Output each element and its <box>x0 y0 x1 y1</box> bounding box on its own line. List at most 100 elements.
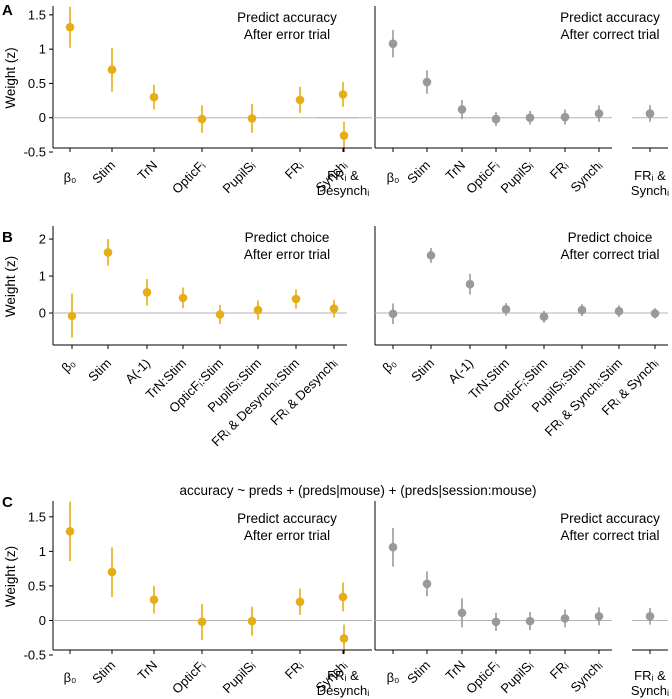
x-tick-label: OpticFᵢ <box>463 658 502 697</box>
x-tick-label: PupilSᵢ <box>219 158 258 197</box>
y-tick-label: -0.5 <box>24 648 46 663</box>
x-tick-label: A(-1) <box>445 356 476 387</box>
data-point <box>65 527 75 536</box>
extra-x-tick-label: FRᵢ & <box>327 668 359 683</box>
x-tick-label: β₀ <box>58 356 78 376</box>
x-tick-label: A(-1) <box>122 356 153 387</box>
extra-x-tick-label: FRᵢ & <box>327 168 359 183</box>
x-tick-label: Stim <box>85 356 114 385</box>
x-tick-label: OpticFᵢ <box>169 658 208 697</box>
data-point <box>388 309 398 319</box>
y-axis-label: Weight (z) <box>3 47 18 108</box>
data-point <box>107 65 117 75</box>
x-tick-label: TrN <box>135 158 161 184</box>
panel-b-correct: Predict choice After correct trial β₀ Stim A… <box>374 226 668 439</box>
panel-title-line: Predict choice <box>568 230 653 245</box>
data-point <box>247 616 257 626</box>
data-point <box>501 305 511 314</box>
y-tick-label: 1 <box>39 544 46 559</box>
y-tick-label: 0.5 <box>28 76 46 91</box>
x-tick-label: β₀ <box>379 356 399 376</box>
panel-letter-b: B <box>2 229 13 246</box>
data-point <box>253 305 263 315</box>
data-point <box>465 279 475 289</box>
x-tick-label: TrN <box>443 158 469 184</box>
data-point <box>388 542 398 552</box>
x-tick-label: FRᵢ & Desynchᵢ <box>267 356 340 429</box>
data-point <box>422 579 432 589</box>
extra-data-point <box>645 109 655 118</box>
x-tick-label: OpticFᵢ <box>169 158 208 197</box>
data-point <box>197 114 207 124</box>
y-tick-label: 1 <box>39 42 46 57</box>
panel-a-correct: Predict accuracy After correct trial β₀ Sti… <box>374 6 669 198</box>
panel-title-line: Predict accuracy <box>560 10 660 25</box>
y-tick-label: 0.5 <box>28 578 46 593</box>
x-tick-label: β₀ <box>387 670 400 685</box>
x-tick-label: Stim <box>404 658 433 687</box>
y-tick-label: 0 <box>39 306 46 321</box>
data-point <box>178 293 188 303</box>
x-tick-label: PupilSᵢ <box>497 158 536 197</box>
data-point <box>67 311 77 321</box>
data-point <box>295 95 305 105</box>
x-tick-label: PupilSᵢ <box>497 658 536 697</box>
x-tick-label: FRᵢ <box>547 658 571 682</box>
panel-b-error: 0 1 2 Weight (z) Predict choice After error t… <box>3 226 347 449</box>
data-point <box>295 597 305 607</box>
data-point <box>247 114 257 123</box>
panel-title-line: Predict accuracy <box>560 511 660 526</box>
formula-text: accuracy ~ preds + (preds|mouse) + (pred… <box>179 483 536 498</box>
extra-x-tick-label: Synchᵢ <box>631 183 669 198</box>
panel-letter-a: A <box>2 2 13 19</box>
data-point <box>426 251 436 260</box>
x-tick-label: Stim <box>404 158 433 187</box>
y-tick-label: 1 <box>39 269 46 284</box>
y-tick-label: 1.5 <box>28 509 46 524</box>
data-point <box>539 312 549 322</box>
data-point <box>560 614 570 623</box>
data-point <box>339 634 349 643</box>
y-tick-label: 0 <box>39 613 46 628</box>
data-point <box>103 248 113 257</box>
panel-title-line: Predict accuracy <box>237 511 337 526</box>
x-tick-label: Synchᵢ <box>568 158 606 196</box>
extra-x-tick-label: Desynchᵢ <box>317 183 370 198</box>
panel-title-line: After correct trial <box>560 27 659 42</box>
data-point <box>329 304 339 313</box>
x-tick-label: Synchᵢ <box>568 658 606 696</box>
y-axis-label: Weight (z) <box>3 256 18 317</box>
data-point <box>142 288 152 297</box>
data-point <box>149 595 159 605</box>
panel-title-line: After error trial <box>244 27 330 42</box>
x-tick-label: FRᵢ <box>547 158 571 182</box>
panel-title-line: Predict choice <box>245 230 330 245</box>
data-point <box>525 616 535 626</box>
data-point <box>525 113 535 123</box>
x-tick-label: Stim <box>89 658 118 687</box>
y-tick-label: 0 <box>39 110 46 125</box>
x-tick-label: β₀ <box>64 670 77 685</box>
panel-title-line: After error trial <box>244 247 330 262</box>
panel-a-error: -0.5 0 0.5 1 1.5 Weight (z) Predict accuracy Af… <box>3 6 372 198</box>
panel-title-line: After error trial <box>244 528 330 543</box>
x-tick-label: Stim <box>89 158 118 187</box>
data-point <box>560 112 570 122</box>
x-tick-label: FRᵢ <box>282 658 306 682</box>
extra-data-point <box>338 90 348 99</box>
panel-title-line: Predict accuracy <box>237 10 337 25</box>
x-tick-label: FRᵢ <box>282 158 306 182</box>
y-tick-label: 1.5 <box>28 7 46 22</box>
panel-c-error: -0.5 0 0.5 1 1.5 Weight (z) Predict accuracy Af… <box>3 501 372 698</box>
extra-x-tick-label: Synchᵢ <box>631 683 669 698</box>
data-point <box>107 567 117 577</box>
data-point <box>291 294 301 304</box>
data-point <box>457 105 467 114</box>
panel-title-line: After correct trial <box>560 247 659 262</box>
data-point <box>65 22 75 32</box>
x-tick-label: β₀ <box>64 170 77 185</box>
data-point <box>577 305 587 315</box>
data-point <box>422 77 432 87</box>
extra-x-tick-label: FRᵢ & <box>634 668 666 683</box>
